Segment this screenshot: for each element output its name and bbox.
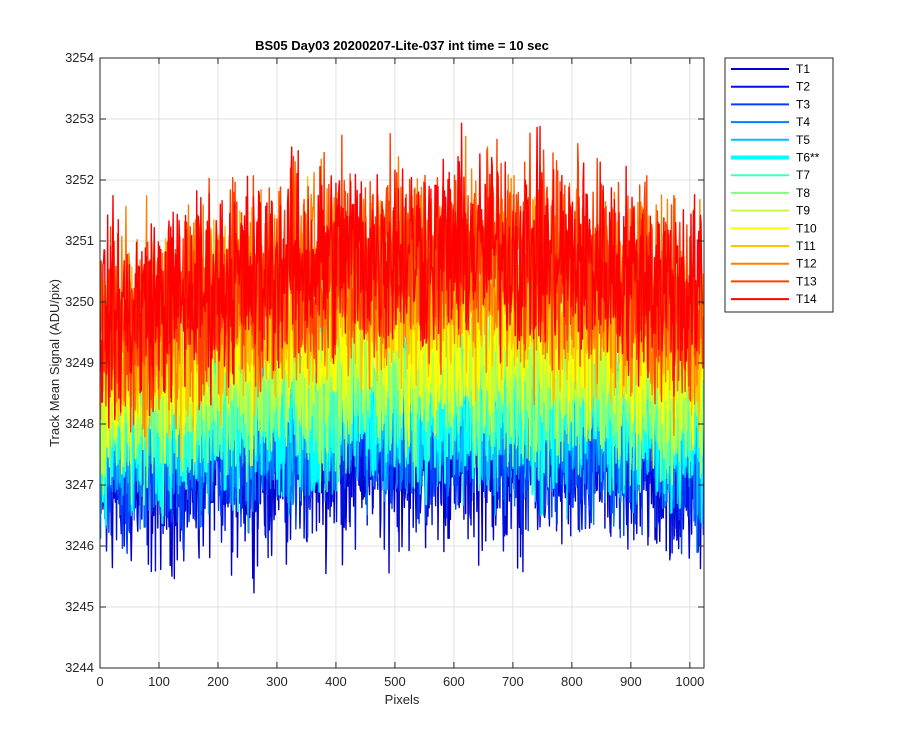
series-line-T14 [100,122,704,429]
chart-title: BS05 Day03 20200207-Lite-037 int time = … [255,38,549,53]
y-tick-label: 3251 [65,233,94,248]
legend-label-T13: T13 [796,274,817,288]
legend-label-T9: T9 [796,204,810,218]
y-tick-label: 3246 [65,538,94,553]
x-tick-label: 700 [502,674,524,689]
x-axis-label: Pixels [385,692,420,707]
x-tick-label: 200 [207,674,229,689]
legend-label-T7: T7 [796,168,810,182]
y-tick-label: 3247 [65,477,94,492]
x-tick-label: 600 [443,674,465,689]
ticks: 0 100 200 300 400 500 600 700 800 900 1000 3244 3245… [65,50,704,689]
y-tick-label: 3253 [65,111,94,126]
y-tick-label: 3245 [65,599,94,614]
x-tick-label: 100 [148,674,170,689]
legend-box [724,57,834,313]
legend-label-T11: T11 [796,239,816,253]
y-tick-label: 3250 [65,294,94,309]
x-tick-label: 300 [266,674,288,689]
legend-label-T2: T2 [796,80,810,94]
legend-label-T1: T1 [796,62,810,76]
y-tick-label: 3244 [65,660,94,675]
x-tick-label: 1000 [675,674,704,689]
legend-label-T3: T3 [796,97,810,111]
y-tick-label: 3248 [65,416,94,431]
legend-label-T10: T10 [796,221,817,235]
y-axis-label: Track Mean Signal (ADU/pix) [47,279,62,447]
legend-label-T6: T6** [796,151,820,165]
y-tick-label: 3254 [65,50,94,65]
x-tick-label: 400 [325,674,347,689]
x-tick-label: 900 [620,674,642,689]
legend-label-T12: T12 [796,257,817,271]
x-tick-label: 500 [384,674,406,689]
series-group [100,122,704,594]
legend-label-T14: T14 [796,292,817,306]
y-tick-label: 3252 [65,172,94,187]
legend-label-T8: T8 [796,186,810,200]
y-tick-label: 3249 [65,355,94,370]
x-tick-label: 0 [96,674,103,689]
x-tick-label: 800 [561,674,583,689]
legend-label-T5: T5 [796,133,810,147]
legend-label-T4: T4 [796,115,810,129]
legend: T1 T2 T3 T4 T5 T6** T7 T8 T9 T10 T11 T12 T13 T14 [724,57,834,313]
